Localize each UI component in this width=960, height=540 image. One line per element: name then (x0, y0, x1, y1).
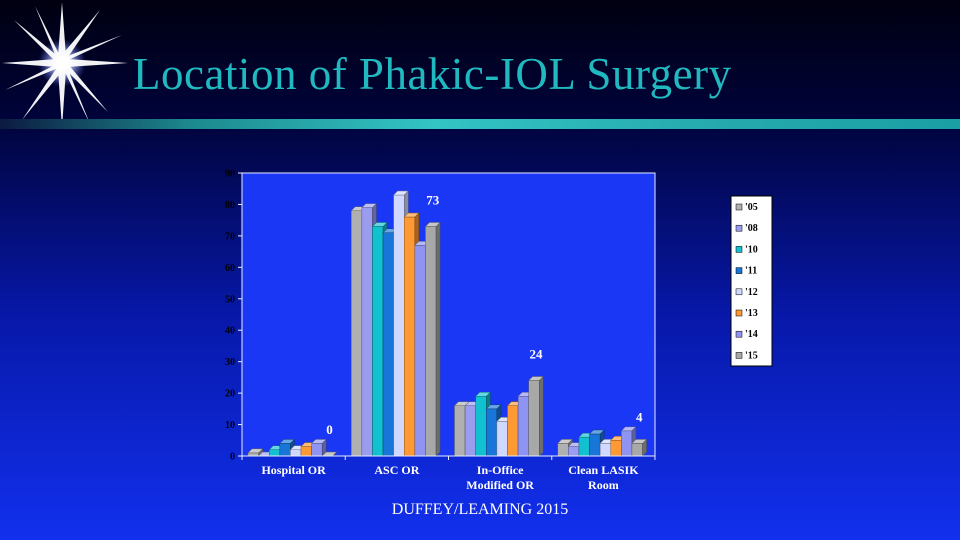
legend-swatch (735, 246, 743, 253)
legend-label: '12 (745, 287, 758, 298)
legend-item: '10 (735, 244, 758, 255)
x-tick-label-line: Clean LASIK (568, 463, 639, 477)
legend-label: '13 (745, 308, 758, 319)
bar-front (393, 194, 405, 457)
legend-swatch (735, 352, 743, 359)
bar-front (631, 443, 643, 457)
title-underline (0, 119, 960, 129)
x-tick-label: Clean LASIK Room (568, 463, 639, 492)
bar-side (332, 451, 337, 457)
x-tick-label-line: ASC OR (374, 463, 419, 477)
x-tick-label-line: Room (588, 478, 619, 492)
x-tick-label-line: Hospital OR (261, 463, 326, 477)
legend-swatch (735, 309, 743, 317)
bar-series (247, 190, 648, 457)
data-label: 0 (326, 422, 333, 437)
legend-box (730, 195, 773, 367)
y-tick-label: 60 (225, 263, 235, 274)
bar-front (464, 405, 476, 457)
y-axis: 0 10 20 30 40 50 60 70 80 90 (225, 169, 242, 463)
bar-front (621, 430, 633, 457)
legend-swatch (735, 267, 743, 274)
bar-front (454, 405, 466, 457)
y-tick-label: 80 (225, 200, 235, 211)
bar (528, 375, 544, 457)
legend-item: '08 (735, 223, 758, 234)
bar-side (435, 221, 441, 457)
bar-front (290, 449, 302, 457)
bar-side (642, 438, 647, 457)
bar-front (578, 436, 590, 457)
page-title: Location of Phakic-IOL Surgery (133, 49, 732, 99)
data-label: 24 (530, 347, 544, 362)
bar-front (568, 446, 580, 457)
legend-label: '11 (745, 266, 757, 277)
bar-front (268, 449, 281, 457)
x-tick-label: ASC OR (374, 463, 419, 477)
bar-front (528, 380, 540, 457)
bar-front (279, 443, 291, 457)
legend-label: '14 (745, 329, 758, 340)
bar-front (610, 440, 622, 457)
legend-item: '11 (735, 266, 757, 277)
bar-front (404, 216, 416, 457)
bar-front (425, 226, 437, 457)
y-tick-label: 10 (225, 420, 235, 431)
legend-item: '13 (735, 308, 758, 319)
bar-front (589, 433, 601, 457)
x-tick-label: Hospital OR (261, 463, 326, 477)
legend-item: '15 (735, 350, 758, 361)
legend-swatch (735, 288, 743, 296)
legend-label: '05 (745, 202, 758, 213)
x-tick-label: In-Office Modified OR (466, 463, 534, 492)
legend: '05 '08 '10 '11 '12 '13 '14 '15 (730, 195, 773, 367)
y-tick-label: 40 (225, 326, 235, 337)
bar-front (557, 443, 569, 457)
bar-front (599, 443, 612, 457)
bar-front (351, 210, 363, 457)
legend-swatch (735, 330, 743, 338)
bar-front (507, 405, 519, 457)
bar-front (414, 245, 426, 457)
bar-front (300, 446, 312, 457)
y-tick-label: 20 (225, 389, 235, 400)
legend-swatch (735, 224, 743, 232)
bar (631, 438, 648, 457)
x-tick-label-line: In-Office (477, 463, 524, 477)
data-label: 73 (426, 192, 440, 207)
bar-front (372, 226, 384, 457)
bar-front (496, 421, 508, 457)
legend-label: '08 (745, 223, 758, 234)
y-tick-label: 90 (225, 169, 235, 180)
y-tick-label: 50 (225, 294, 235, 305)
plot-area (241, 172, 656, 457)
bar (310, 438, 327, 457)
x-tick-label-line: Modified OR (466, 478, 534, 492)
legend-item: '12 (735, 287, 758, 298)
data-labels: 0 73 24 4 (326, 192, 643, 437)
bar-front (361, 207, 373, 457)
x-axis: Hospital OR ASC OR In-Office Modified OR Cle… (241, 455, 656, 492)
legend-item: '05 (735, 202, 758, 213)
legend-label: '15 (745, 350, 758, 361)
bar-front (486, 408, 498, 457)
legend-label: '10 (745, 244, 758, 255)
data-label: 4 (636, 409, 643, 424)
footer-credit: DUFFEY/LEAMING 2015 (391, 501, 569, 518)
bar-side (539, 375, 544, 457)
bar-front (311, 443, 323, 457)
bar-front (382, 232, 394, 457)
legend-item: '14 (735, 329, 758, 340)
y-tick-label: 0 (230, 452, 235, 463)
legend-swatch (735, 203, 743, 211)
y-tick-label: 70 (225, 231, 235, 242)
bar-front (475, 396, 487, 457)
y-tick-label: 30 (225, 357, 235, 368)
bar-front (517, 396, 529, 457)
bar (424, 221, 441, 457)
starburst-icon (2, 2, 128, 128)
